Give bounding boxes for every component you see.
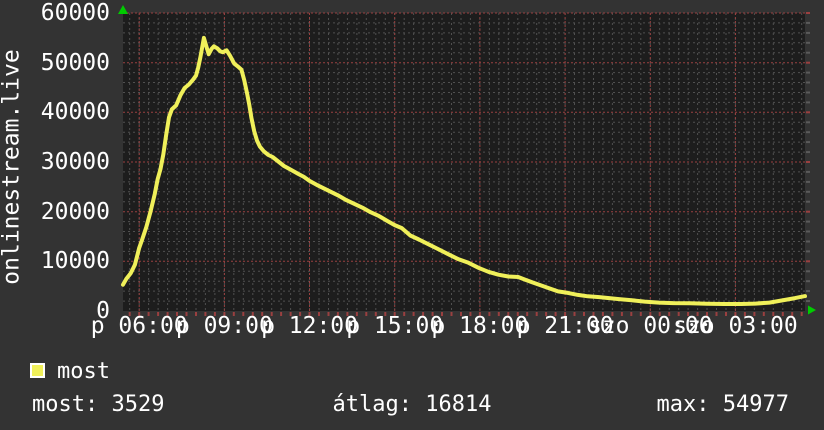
x-tick-label: p 06:00	[90, 313, 188, 339]
x-axis-arrow-icon	[808, 305, 816, 315]
y-tick-label: 0	[96, 298, 110, 324]
x-tick-label: p 18:00	[431, 313, 529, 339]
plot-area	[118, 5, 816, 316]
legend-swatch	[30, 363, 45, 378]
x-tick-label: szo 03:00	[673, 313, 798, 339]
legend-label: most	[57, 359, 110, 384]
stat-average: átlag: 16814	[332, 392, 492, 417]
y-tick-label: 40000	[40, 99, 110, 126]
x-tick-label: p 21:00	[516, 313, 614, 339]
y-tick-label: 30000	[40, 149, 110, 175]
y-tick-label: 60000	[40, 0, 110, 26]
x-tick-label: p 09:00	[175, 313, 273, 339]
x-tick-label: szo 00:00	[587, 313, 713, 339]
y-tick-label: 10000	[40, 248, 110, 275]
series-line-most	[121, 35, 807, 306]
x-tick-label: p 12:00	[261, 313, 358, 339]
y-tick-label: 50000	[40, 49, 110, 76]
stat-current: most: 3529	[32, 392, 165, 417]
x-tick-label: p 15:00	[346, 313, 444, 339]
y-axis-arrow-icon	[118, 5, 128, 14]
y-tick-label: 20000	[40, 198, 110, 225]
stat-max: max: 54977	[656, 392, 789, 417]
